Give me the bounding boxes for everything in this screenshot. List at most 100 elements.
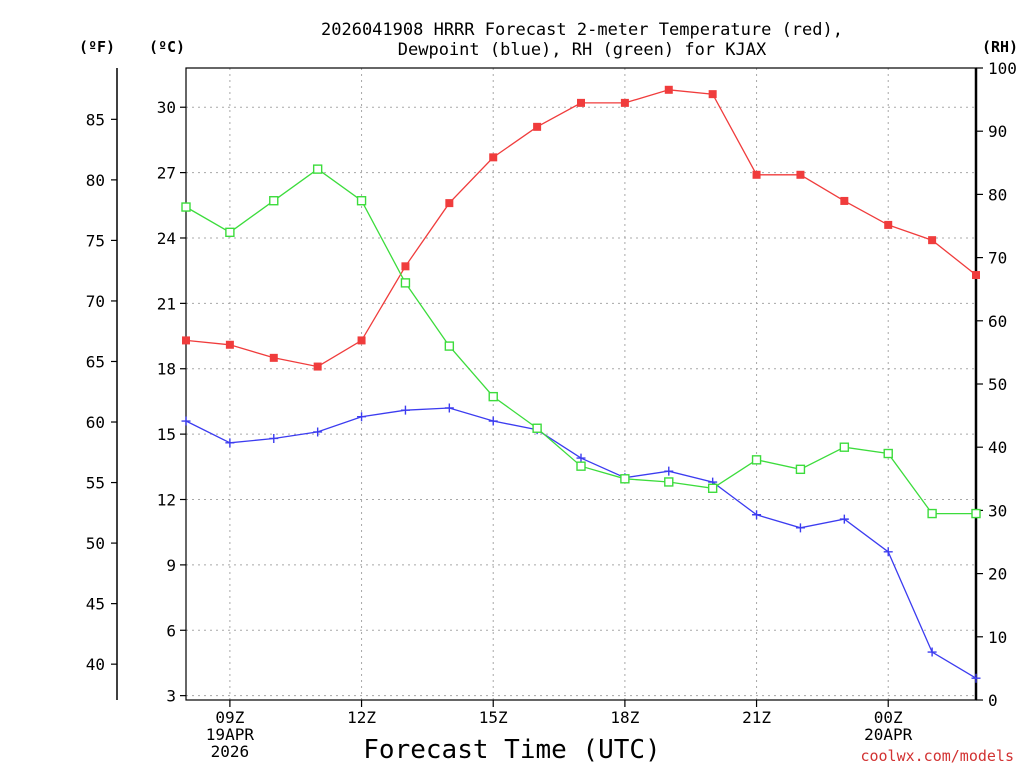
chart-title-line-2: Dewpoint (blue), RH (green) for KJAX [398, 40, 767, 60]
rh-tick-label: 100 [988, 59, 1017, 78]
rh-tick-label: 20 [988, 565, 1007, 584]
chart-title: 2026041908 HRRR Forecast 2-meter Tempera… [321, 20, 843, 60]
fahrenheit-tick-label: 80 [86, 171, 105, 190]
relative-humidity-point [927, 508, 937, 519]
plot-area-frame [185, 67, 977, 701]
2-meter-temperature-point [225, 340, 234, 349]
source-credit: coolwx.com/models [860, 747, 1014, 765]
celsius-tick-label: 9 [166, 556, 176, 575]
relative-humidity-point [444, 341, 455, 351]
dewpoint-point [225, 438, 235, 448]
fahrenheit-tick-label: 75 [86, 231, 105, 250]
2-meter-temperature-point [401, 262, 410, 271]
celsius-tick-label: 30 [157, 98, 176, 117]
fahrenheit-tick-label: 55 [86, 474, 105, 493]
relative-humidity-point [488, 391, 498, 402]
relative-humidity-point [225, 227, 235, 238]
x-tick-label: 19APR [206, 725, 255, 744]
rh-tick-label: 50 [988, 375, 1007, 394]
2-meter-temperature-point [357, 336, 366, 345]
rh-tick-label: 0 [988, 691, 998, 710]
2-meter-temperature-point [533, 122, 542, 131]
fahrenheit-tick-label: 85 [86, 110, 105, 129]
fahrenheit-tick-label: 65 [86, 352, 105, 371]
dewpoint-point [971, 673, 981, 683]
fahrenheit-tick-label: 50 [86, 534, 105, 553]
rh-tick-label: 70 [988, 249, 1007, 268]
celsius-tick-label: 15 [157, 425, 176, 444]
dewpoint-point [488, 416, 498, 426]
celsius-tick-label: 12 [157, 491, 176, 510]
2-meter-temperature-point [708, 90, 717, 99]
rh-unit-label: (RH) [982, 38, 1018, 56]
relative-humidity-point [707, 483, 718, 493]
dewpoint-point [313, 427, 323, 437]
celsius-tick-label: 18 [157, 360, 176, 379]
2-meter-temperature-point [928, 236, 937, 245]
series-layer [181, 85, 981, 683]
x-tick-label: 2026 [211, 742, 250, 761]
rh-tick-label: 80 [988, 185, 1007, 204]
celsius-tick-label: 6 [166, 621, 176, 640]
2-meter-temperature-point [796, 170, 805, 179]
relative-humidity-point [356, 196, 367, 206]
dewpoint-point [269, 433, 279, 443]
x-tick-label: 09Z [215, 708, 244, 727]
relative-humidity-point [269, 196, 279, 206]
relative-humidity-point [181, 202, 191, 212]
celsius-tick-label: 27 [157, 164, 176, 183]
rh-tick-label: 60 [988, 312, 1007, 331]
2-meter-temperature-point [269, 353, 278, 362]
dewpoint-point [927, 647, 937, 657]
x-tick-label: 15Z [479, 708, 508, 727]
fahrenheit-tick-label: 45 [86, 595, 105, 614]
2-meter-temperature-point [840, 196, 849, 205]
dewpoint-point [400, 405, 410, 415]
rh-tick-label: 90 [988, 122, 1007, 141]
x-tick-label: 21Z [742, 708, 771, 727]
dewpoint-point [664, 466, 674, 476]
celsius-tick-label: 24 [157, 229, 176, 248]
x-axis-title: Forecast Time (UTC) [363, 735, 660, 765]
x-tick-label: 18Z [610, 708, 639, 727]
x-tick-label: 20APR [864, 725, 913, 744]
2-meter-temperature-point [577, 98, 585, 107]
dewpoint-point [357, 412, 367, 422]
fahrenheit-tick-label: 70 [86, 292, 105, 311]
dewpoint-point [181, 416, 191, 426]
fahrenheit-tick-label: 60 [86, 413, 105, 432]
dewpoint-point [883, 547, 893, 557]
rh-tick-label: 30 [988, 501, 1007, 520]
relative-humidity-point [576, 461, 586, 471]
rh-tick-label: 40 [988, 438, 1007, 457]
gridlines [186, 68, 976, 700]
2-meter-temperature-point [972, 271, 980, 280]
x-tick-label: 12Z [347, 708, 376, 727]
relative-humidity-point [839, 442, 850, 452]
2-meter-temperature-line [185, 89, 977, 368]
dewpoint-point [752, 510, 762, 520]
relative-humidity-point [795, 464, 806, 475]
x-tick-label: 00Z [874, 708, 903, 727]
relative-humidity-point [971, 508, 981, 519]
celsius-tick-label: 21 [157, 294, 176, 313]
fahrenheit-unit-label: (ºF) [79, 38, 115, 56]
2-meter-temperature-point [664, 85, 673, 94]
2-meter-temperature-point [620, 98, 629, 107]
relative-humidity-point [312, 164, 323, 174]
relative-humidity-point [400, 278, 411, 288]
2-meter-temperature-point [884, 220, 893, 229]
2-meter-temperature-point [752, 170, 761, 179]
chart-title-line-1: 2026041908 HRRR Forecast 2-meter Tempera… [321, 20, 843, 40]
celsius-unit-label: (ºC) [149, 38, 185, 56]
2-meter-temperature-point [313, 362, 322, 371]
relative-humidity-point [751, 455, 762, 465]
fahrenheit-tick-label: 40 [86, 655, 105, 674]
celsius-tick-label: 3 [166, 687, 176, 706]
rh-tick-label: 10 [988, 628, 1007, 647]
relative-humidity-point [883, 448, 893, 459]
dewpoint-point [576, 453, 586, 463]
relative-humidity-point [532, 423, 542, 433]
